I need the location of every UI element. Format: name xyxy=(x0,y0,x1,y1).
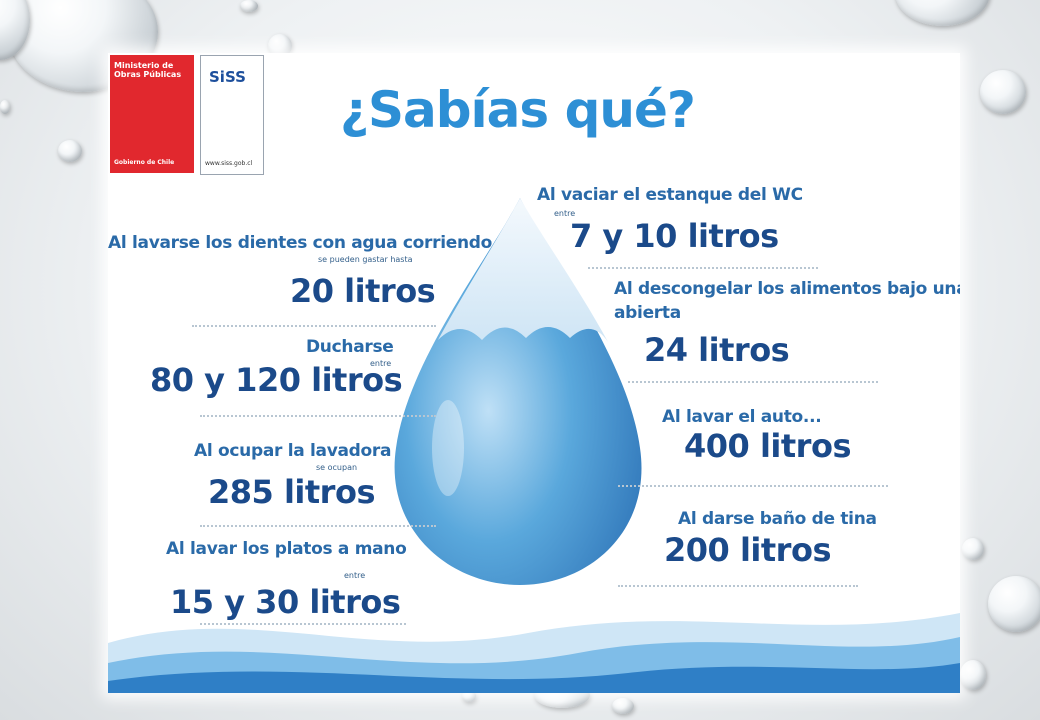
logo-block: Ministerio de Obras Públicas Gobierno de… xyxy=(110,55,266,175)
siss-url: www.siss.gob.cl xyxy=(205,160,253,167)
fact-label-shower: Ducharse xyxy=(306,337,394,357)
fact-amount-wc: 7 y 10 litros xyxy=(570,217,779,255)
fact-label-bath: Al darse baño de tina xyxy=(678,509,877,529)
fact-connector-teeth: se pueden gastar hasta xyxy=(318,255,413,264)
fact-connector-washer: se ocupan xyxy=(316,463,358,472)
siss-logo: SiSS www.siss.gob.cl xyxy=(200,55,264,175)
government-name: Gobierno de Chile xyxy=(114,159,175,166)
fact-amount-washer: 285 litros xyxy=(208,473,375,511)
fact-label-washer: Al ocupar la lavadora xyxy=(194,441,392,461)
fact-amount-car: 400 litros xyxy=(684,427,851,465)
water-bubble xyxy=(960,660,986,690)
fact-label-thaw-line2: abierta xyxy=(614,303,681,323)
water-bubble xyxy=(962,538,984,560)
water-drop-icon xyxy=(394,198,642,585)
fact-connector-shower: entre xyxy=(370,359,392,368)
ministry-name: Ministerio de Obras Públicas xyxy=(114,61,182,79)
siss-name: SiSS xyxy=(209,68,246,86)
water-bubble xyxy=(462,690,476,702)
fact-label-wc: Al vaciar el estanque del WC xyxy=(537,185,803,205)
fact-label-thaw: Al descongelar los alimentos bajo una l xyxy=(614,279,960,299)
ministry-logo: Ministerio de Obras Públicas Gobierno de… xyxy=(110,55,194,173)
divider xyxy=(200,525,436,527)
divider xyxy=(618,585,858,587)
divider xyxy=(200,623,406,625)
divider xyxy=(200,415,436,417)
divider xyxy=(618,485,888,487)
fact-amount-bath: 200 litros xyxy=(664,531,831,569)
water-bubble xyxy=(0,100,10,114)
water-bubble xyxy=(988,576,1040,632)
fact-label-dishes: Al lavar los platos a mano xyxy=(166,539,407,559)
fact-connector-wc: entre xyxy=(554,209,576,218)
divider xyxy=(588,267,818,269)
fact-label-car: Al lavar el auto... xyxy=(662,407,822,427)
water-bubble xyxy=(612,698,634,714)
divider xyxy=(628,381,878,383)
fact-connector-dishes: entre xyxy=(344,571,366,580)
water-bubble xyxy=(240,0,258,12)
divider xyxy=(192,325,436,327)
fact-amount-teeth: 20 litros xyxy=(290,272,436,310)
page-title: ¿Sabías qué? xyxy=(340,81,696,139)
water-bubble xyxy=(895,0,990,26)
fact-amount-dishes: 15 y 30 litros xyxy=(170,583,401,621)
water-bubble xyxy=(980,70,1026,114)
fact-label-teeth: Al lavarse los dientes con agua corriend… xyxy=(108,233,493,253)
infographic-poster: Ministerio de Obras Públicas Gobierno de… xyxy=(108,53,960,693)
fact-amount-thaw: 24 litros xyxy=(644,331,790,369)
water-waves xyxy=(108,613,960,693)
fact-amount-shower: 80 y 120 litros xyxy=(150,361,403,399)
water-bubble xyxy=(58,140,82,162)
